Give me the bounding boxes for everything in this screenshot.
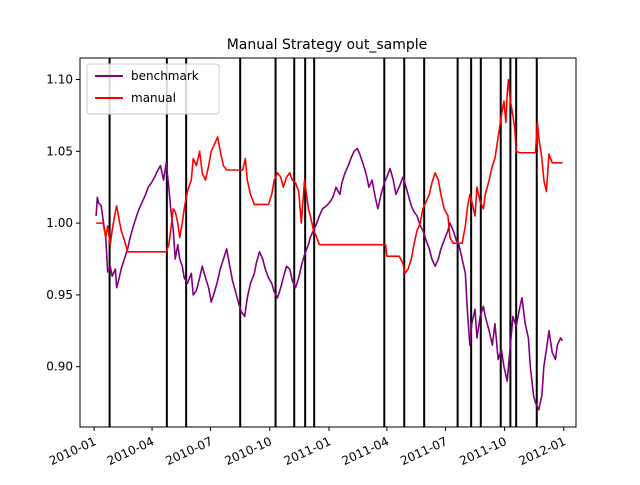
legend: benchmark manual [86, 63, 220, 115]
axes-frame [79, 57, 577, 428]
y-tick-label: 0.95 [46, 288, 73, 302]
series-line-manual [96, 78, 563, 275]
vertical-marker-group [108, 58, 538, 427]
legend-label-benchmark: benchmark [131, 69, 199, 83]
y-tick-label: 1.00 [46, 216, 73, 230]
y-tick-label: 1.05 [46, 144, 73, 158]
series-group [95, 78, 564, 411]
y-tick-label: 1.10 [46, 73, 73, 87]
legend-label-manual: manual [131, 91, 176, 105]
chart-title: Manual Strategy out_sample [227, 37, 428, 53]
y-tick-label: 0.90 [46, 360, 73, 374]
series-line-benchmark [95, 147, 564, 411]
